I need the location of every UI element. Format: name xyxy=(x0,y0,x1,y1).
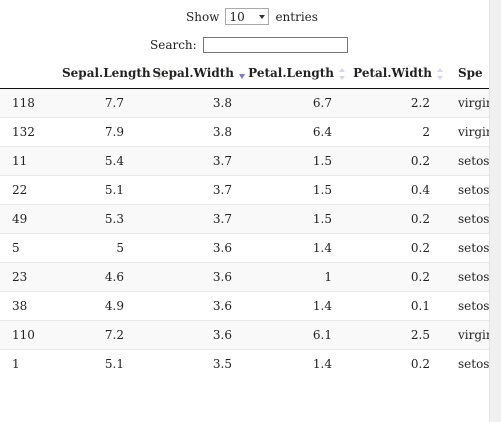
table-cell: 5.3 xyxy=(62,204,138,234)
data-table: Sepal.Length Sepal.Width Petal.Length Pe… xyxy=(0,58,490,378)
table-cell: setos xyxy=(446,146,490,176)
column-header-petal-width[interactable]: Petal.Width xyxy=(348,58,446,89)
table-cell: 110 xyxy=(0,320,62,350)
table-cell: 3.7 xyxy=(138,146,248,176)
table-cell: 0.2 xyxy=(348,204,446,234)
table-cell: 1.4 xyxy=(248,349,348,378)
search-filter: Search: xyxy=(150,37,348,53)
table-cell: 3.6 xyxy=(138,291,248,321)
table-cell: setos xyxy=(446,349,490,378)
data-table-wrapper: Sepal.Length Sepal.Width Petal.Length Pe… xyxy=(0,58,490,378)
table-cell: virgir xyxy=(446,88,490,118)
column-header-label: Sepal.Length xyxy=(62,66,151,80)
table-cell: 4.9 xyxy=(62,291,138,321)
column-header-petal-length[interactable]: Petal.Length xyxy=(248,58,348,89)
table-cell: 6.4 xyxy=(248,117,348,147)
table-cell: 2.2 xyxy=(348,88,446,118)
table-cell: 49 xyxy=(0,204,62,234)
table-cell: 1.4 xyxy=(248,233,348,263)
table-cell: 1.4 xyxy=(248,291,348,321)
table-cell: 5.1 xyxy=(62,175,138,205)
table-cell: 5 xyxy=(0,233,62,263)
table-body: 118 7.7 3.8 6.7 2.2 virgir 132 7.9 3.8 6.4 2 virgir… xyxy=(0,88,490,378)
table-cell: 7.7 xyxy=(62,88,138,118)
column-header-sepal-width[interactable]: Sepal.Width xyxy=(138,58,248,89)
vertical-scrollbar[interactable] xyxy=(489,0,501,422)
table-cell: setos xyxy=(446,233,490,263)
table-cell: 5.1 xyxy=(62,349,138,378)
table-cell: 3.6 xyxy=(138,262,248,292)
table-cell: 5.4 xyxy=(62,146,138,176)
table-cell: 1 xyxy=(0,349,62,378)
table-row[interactable]: 1 5.1 3.5 1.4 0.2 setos xyxy=(0,349,490,378)
search-input[interactable] xyxy=(202,37,348,53)
table-cell: 118 xyxy=(0,88,62,118)
length-menu: Show 10 entries xyxy=(186,8,318,25)
table-cell: 1.5 xyxy=(248,204,348,234)
table-cell: 1.5 xyxy=(248,175,348,205)
table-cell: setos xyxy=(446,291,490,321)
table-cell: 5 xyxy=(62,233,138,263)
sort-both-icon xyxy=(338,67,346,80)
table-row[interactable]: 110 7.2 3.6 6.1 2.5 virgir xyxy=(0,320,490,350)
table-cell: 11 xyxy=(0,146,62,176)
column-header-label: Sepal.Width xyxy=(152,66,234,80)
entries-per-page-select[interactable]: 10 xyxy=(225,8,270,25)
table-cell: 0.2 xyxy=(348,146,446,176)
table-cell: 1 xyxy=(248,262,348,292)
table-cell: 2.5 xyxy=(348,320,446,350)
table-cell: 3.5 xyxy=(138,349,248,378)
table-row[interactable]: 22 5.1 3.7 1.5 0.4 setos xyxy=(0,175,490,205)
table-cell: 1.5 xyxy=(248,146,348,176)
table-cell: 6.7 xyxy=(248,88,348,118)
table-cell: 0.2 xyxy=(348,233,446,263)
column-header-label: Petal.Length xyxy=(248,66,334,80)
table-cell: 0.4 xyxy=(348,175,446,205)
table-cell: 23 xyxy=(0,262,62,292)
table-cell: 0.2 xyxy=(348,262,446,292)
table-cell: 3.7 xyxy=(138,175,248,205)
table-cell: 3.6 xyxy=(138,233,248,263)
chevron-down-icon xyxy=(259,14,266,19)
table-row[interactable]: 118 7.7 3.8 6.7 2.2 virgir xyxy=(0,88,490,118)
length-label-suffix: entries xyxy=(275,9,318,24)
table-cell: 0.2 xyxy=(348,349,446,378)
column-header-species[interactable]: Spe xyxy=(446,58,490,89)
table-cell: virgir xyxy=(446,320,490,350)
table-cell: setos xyxy=(446,262,490,292)
table-cell: 3.8 xyxy=(138,117,248,147)
column-header-rownames xyxy=(0,58,62,89)
table-cell: 132 xyxy=(0,117,62,147)
table-header-row: Sepal.Length Sepal.Width Petal.Length Pe… xyxy=(0,58,490,89)
table-cell: virgir xyxy=(446,117,490,147)
table-cell: 3.8 xyxy=(138,88,248,118)
table-cell: 3.7 xyxy=(138,204,248,234)
search-label: Search: xyxy=(150,38,197,52)
table-cell: 7.9 xyxy=(62,117,138,147)
column-header-sepal-length[interactable]: Sepal.Length xyxy=(62,58,162,89)
sort-both-icon xyxy=(436,67,444,80)
table-cell: 7.2 xyxy=(62,320,138,350)
table-row[interactable]: 5 5 3.6 1.4 0.2 setos xyxy=(0,233,490,263)
column-header-label: Petal.Width xyxy=(353,66,432,80)
table-row[interactable]: 132 7.9 3.8 6.4 2 virgir xyxy=(0,117,490,147)
length-label-prefix: Show xyxy=(186,9,220,24)
sort-descending-icon xyxy=(238,68,246,80)
table-row[interactable]: 49 5.3 3.7 1.5 0.2 setos xyxy=(0,204,490,234)
table-cell: 4.6 xyxy=(62,262,138,292)
table-row[interactable]: 23 4.6 3.6 1 0.2 setos xyxy=(0,262,490,292)
column-header-label: Spe xyxy=(458,66,483,80)
table-cell: 0.1 xyxy=(348,291,446,321)
table-cell: 6.1 xyxy=(248,320,348,350)
table-cell: 38 xyxy=(0,291,62,321)
table-row[interactable]: 38 4.9 3.6 1.4 0.1 setos xyxy=(0,291,490,321)
entries-per-page-value: 10 xyxy=(229,9,245,24)
table-cell: setos xyxy=(446,175,490,205)
table-cell: 3.6 xyxy=(138,320,248,350)
table-row[interactable]: 11 5.4 3.7 1.5 0.2 setos xyxy=(0,146,490,176)
table-cell: setos xyxy=(446,204,490,234)
table-cell: 22 xyxy=(0,175,62,205)
table-cell: 2 xyxy=(348,117,446,147)
